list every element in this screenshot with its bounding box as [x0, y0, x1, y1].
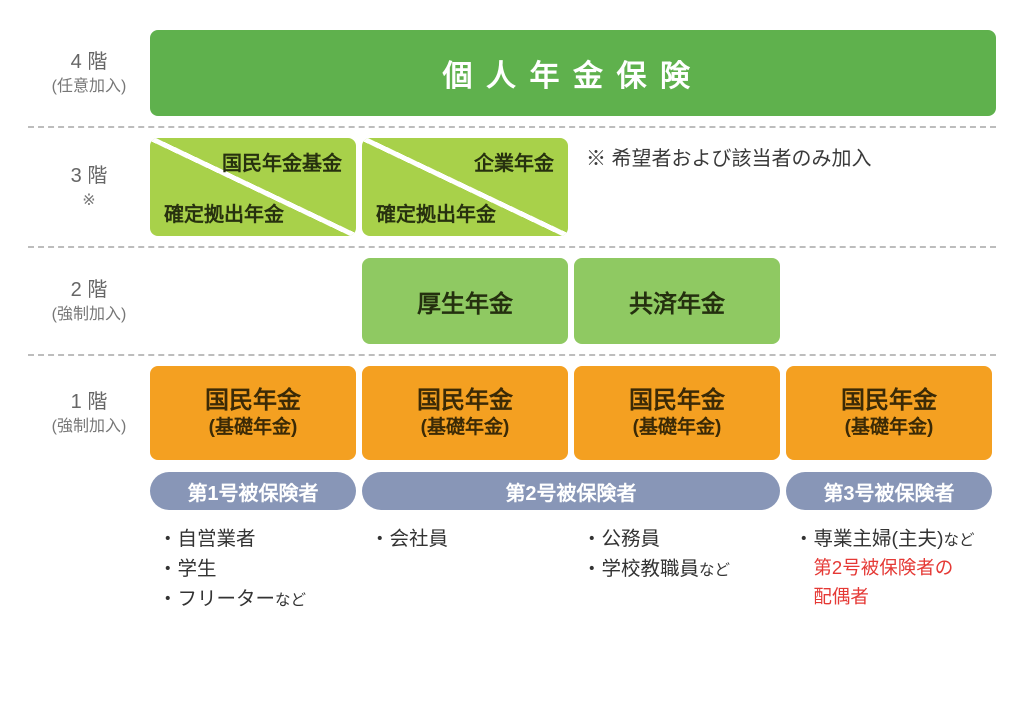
bullet-item: ・会社員	[370, 524, 566, 554]
tier-3-cell-1-bottom: 確定拠出年金	[164, 198, 284, 227]
bullet-item: ・学生	[158, 554, 354, 584]
category-pill-body: 第1号被保険者 第2号被保険者 第3号被保険者	[150, 470, 996, 518]
tier-1-cell-3: 国民年金 (基礎年金)	[574, 366, 780, 460]
tier-4-row: 4 階 (任意加入) 個人年金保険	[28, 20, 996, 126]
tier-3-cell-1-top: 国民年金基金	[222, 147, 342, 176]
bullet-tail: など	[944, 532, 975, 549]
bullets-col-1: ・自営業者 ・学生 ・フリーターなど	[150, 518, 356, 615]
bullet-item: ・公務員	[582, 524, 778, 554]
bullet-text: ・学校教職員	[582, 558, 699, 580]
tier-4-label-main: 4 階	[71, 49, 108, 76]
tier-3-cell-2-bottom: 確定拠出年金	[376, 198, 496, 227]
tier-1-cell-sub: (基礎年金)	[209, 416, 298, 441]
tier-1-cell-sub: (基礎年金)	[633, 416, 722, 441]
tier-1-cell-1: 国民年金 (基礎年金)	[150, 366, 356, 460]
spacer	[28, 518, 150, 625]
tier-1-label-main: 1 階	[71, 389, 108, 416]
bullet-item: ・自営業者	[158, 524, 354, 554]
tier-3-cell-1: 国民年金基金 確定拠出年金	[150, 138, 356, 236]
tier-1-cell-main: 国民年金	[205, 385, 301, 416]
tier-4-body: 個人年金保険	[150, 20, 996, 126]
bullet-text: ・専業主婦(主夫)	[794, 528, 944, 550]
bullets-row: ・自営業者 ・学生 ・フリーターなど ・会社員 ・公務員 ・学校教職員など ・専…	[28, 518, 996, 625]
tier-2-label-sub: (強制加入)	[52, 304, 127, 326]
tier-4-label-sub: (任意加入)	[52, 76, 127, 98]
tier-3-cell-2: 企業年金 確定拠出年金	[362, 138, 568, 236]
bullet-item: ・学校教職員など	[582, 554, 778, 584]
tier-2-row: 2 階 (強制加入) 厚生年金 共済年金	[28, 248, 996, 354]
bullet-item-red: 配偶者	[794, 583, 990, 612]
tier-2-body: 厚生年金 共済年金	[150, 248, 996, 354]
tier-3-body: 国民年金基金 確定拠出年金 企業年金 確定拠出年金 ※ 希望者および該当者のみ加…	[150, 128, 996, 246]
tier-1-cell-2: 国民年金 (基礎年金)	[362, 366, 568, 460]
tier-1-label-sub: (強制加入)	[52, 416, 127, 438]
tier-1-cell-sub: (基礎年金)	[421, 416, 510, 441]
category-pill-2: 第2号被保険者	[362, 472, 780, 510]
tier-1-row: 1 階 (強制加入) 国民年金 (基礎年金) 国民年金 (基礎年金) 国民年金 …	[28, 356, 996, 470]
category-pill-1: 第1号被保険者	[150, 472, 356, 510]
tier-3-note: ※ 希望者および該当者のみ加入	[574, 138, 996, 236]
tier-1-cell-main: 国民年金	[841, 385, 937, 416]
bullets-body: ・自営業者 ・学生 ・フリーターなど ・会社員 ・公務員 ・学校教職員など ・専…	[150, 518, 996, 625]
bullet-item-red: 第2号被保険者の	[794, 554, 990, 583]
tier-1-cell-4: 国民年金 (基礎年金)	[786, 366, 992, 460]
tier-3-cell-2-top: 企業年金	[474, 147, 554, 176]
tier-2-spacer	[786, 258, 992, 344]
tier-1-cell-sub: (基礎年金)	[845, 416, 934, 441]
bullets-col-2: ・会社員	[362, 518, 568, 615]
tier-2-spacer	[150, 258, 356, 344]
bullets-col-3: ・公務員 ・学校教職員など	[574, 518, 780, 615]
tier-2-label-main: 2 階	[71, 277, 108, 304]
tier-3-row: 3 階 ※ 国民年金基金 確定拠出年金 企業年金 確定拠出年金 ※ 希望者および…	[28, 128, 996, 246]
spacer	[28, 470, 150, 518]
tier-3-label-main: 3 階	[71, 163, 108, 190]
bullet-item: ・専業主婦(主夫)など	[794, 524, 990, 554]
tier-2-label: 2 階 (強制加入)	[28, 248, 150, 354]
bullet-tail: など	[699, 562, 730, 579]
tier-2-cell-2: 共済年金	[574, 258, 780, 344]
bullet-tail: など	[275, 592, 306, 609]
bullets-col-4: ・専業主婦(主夫)など 第2号被保険者の 配偶者	[786, 518, 992, 615]
tier-2-cell-1: 厚生年金	[362, 258, 568, 344]
tier-1-cell-main: 国民年金	[629, 385, 725, 416]
tier-4-label: 4 階 (任意加入)	[28, 20, 150, 126]
tier-1-body: 国民年金 (基礎年金) 国民年金 (基礎年金) 国民年金 (基礎年金) 国民年金…	[150, 356, 996, 470]
tier-3-label: 3 階 ※	[28, 128, 150, 246]
category-pill-row: 第1号被保険者 第2号被保険者 第3号被保険者	[28, 470, 996, 518]
bullet-text: ・フリーター	[158, 588, 275, 610]
bullet-item: ・フリーターなど	[158, 584, 354, 614]
tier-4-box: 個人年金保険	[150, 30, 996, 116]
tier-1-cell-main: 国民年金	[417, 385, 513, 416]
tier-1-label: 1 階 (強制加入)	[28, 356, 150, 470]
category-pill-3: 第3号被保険者	[786, 472, 992, 510]
tier-3-label-sub: ※	[82, 190, 95, 212]
